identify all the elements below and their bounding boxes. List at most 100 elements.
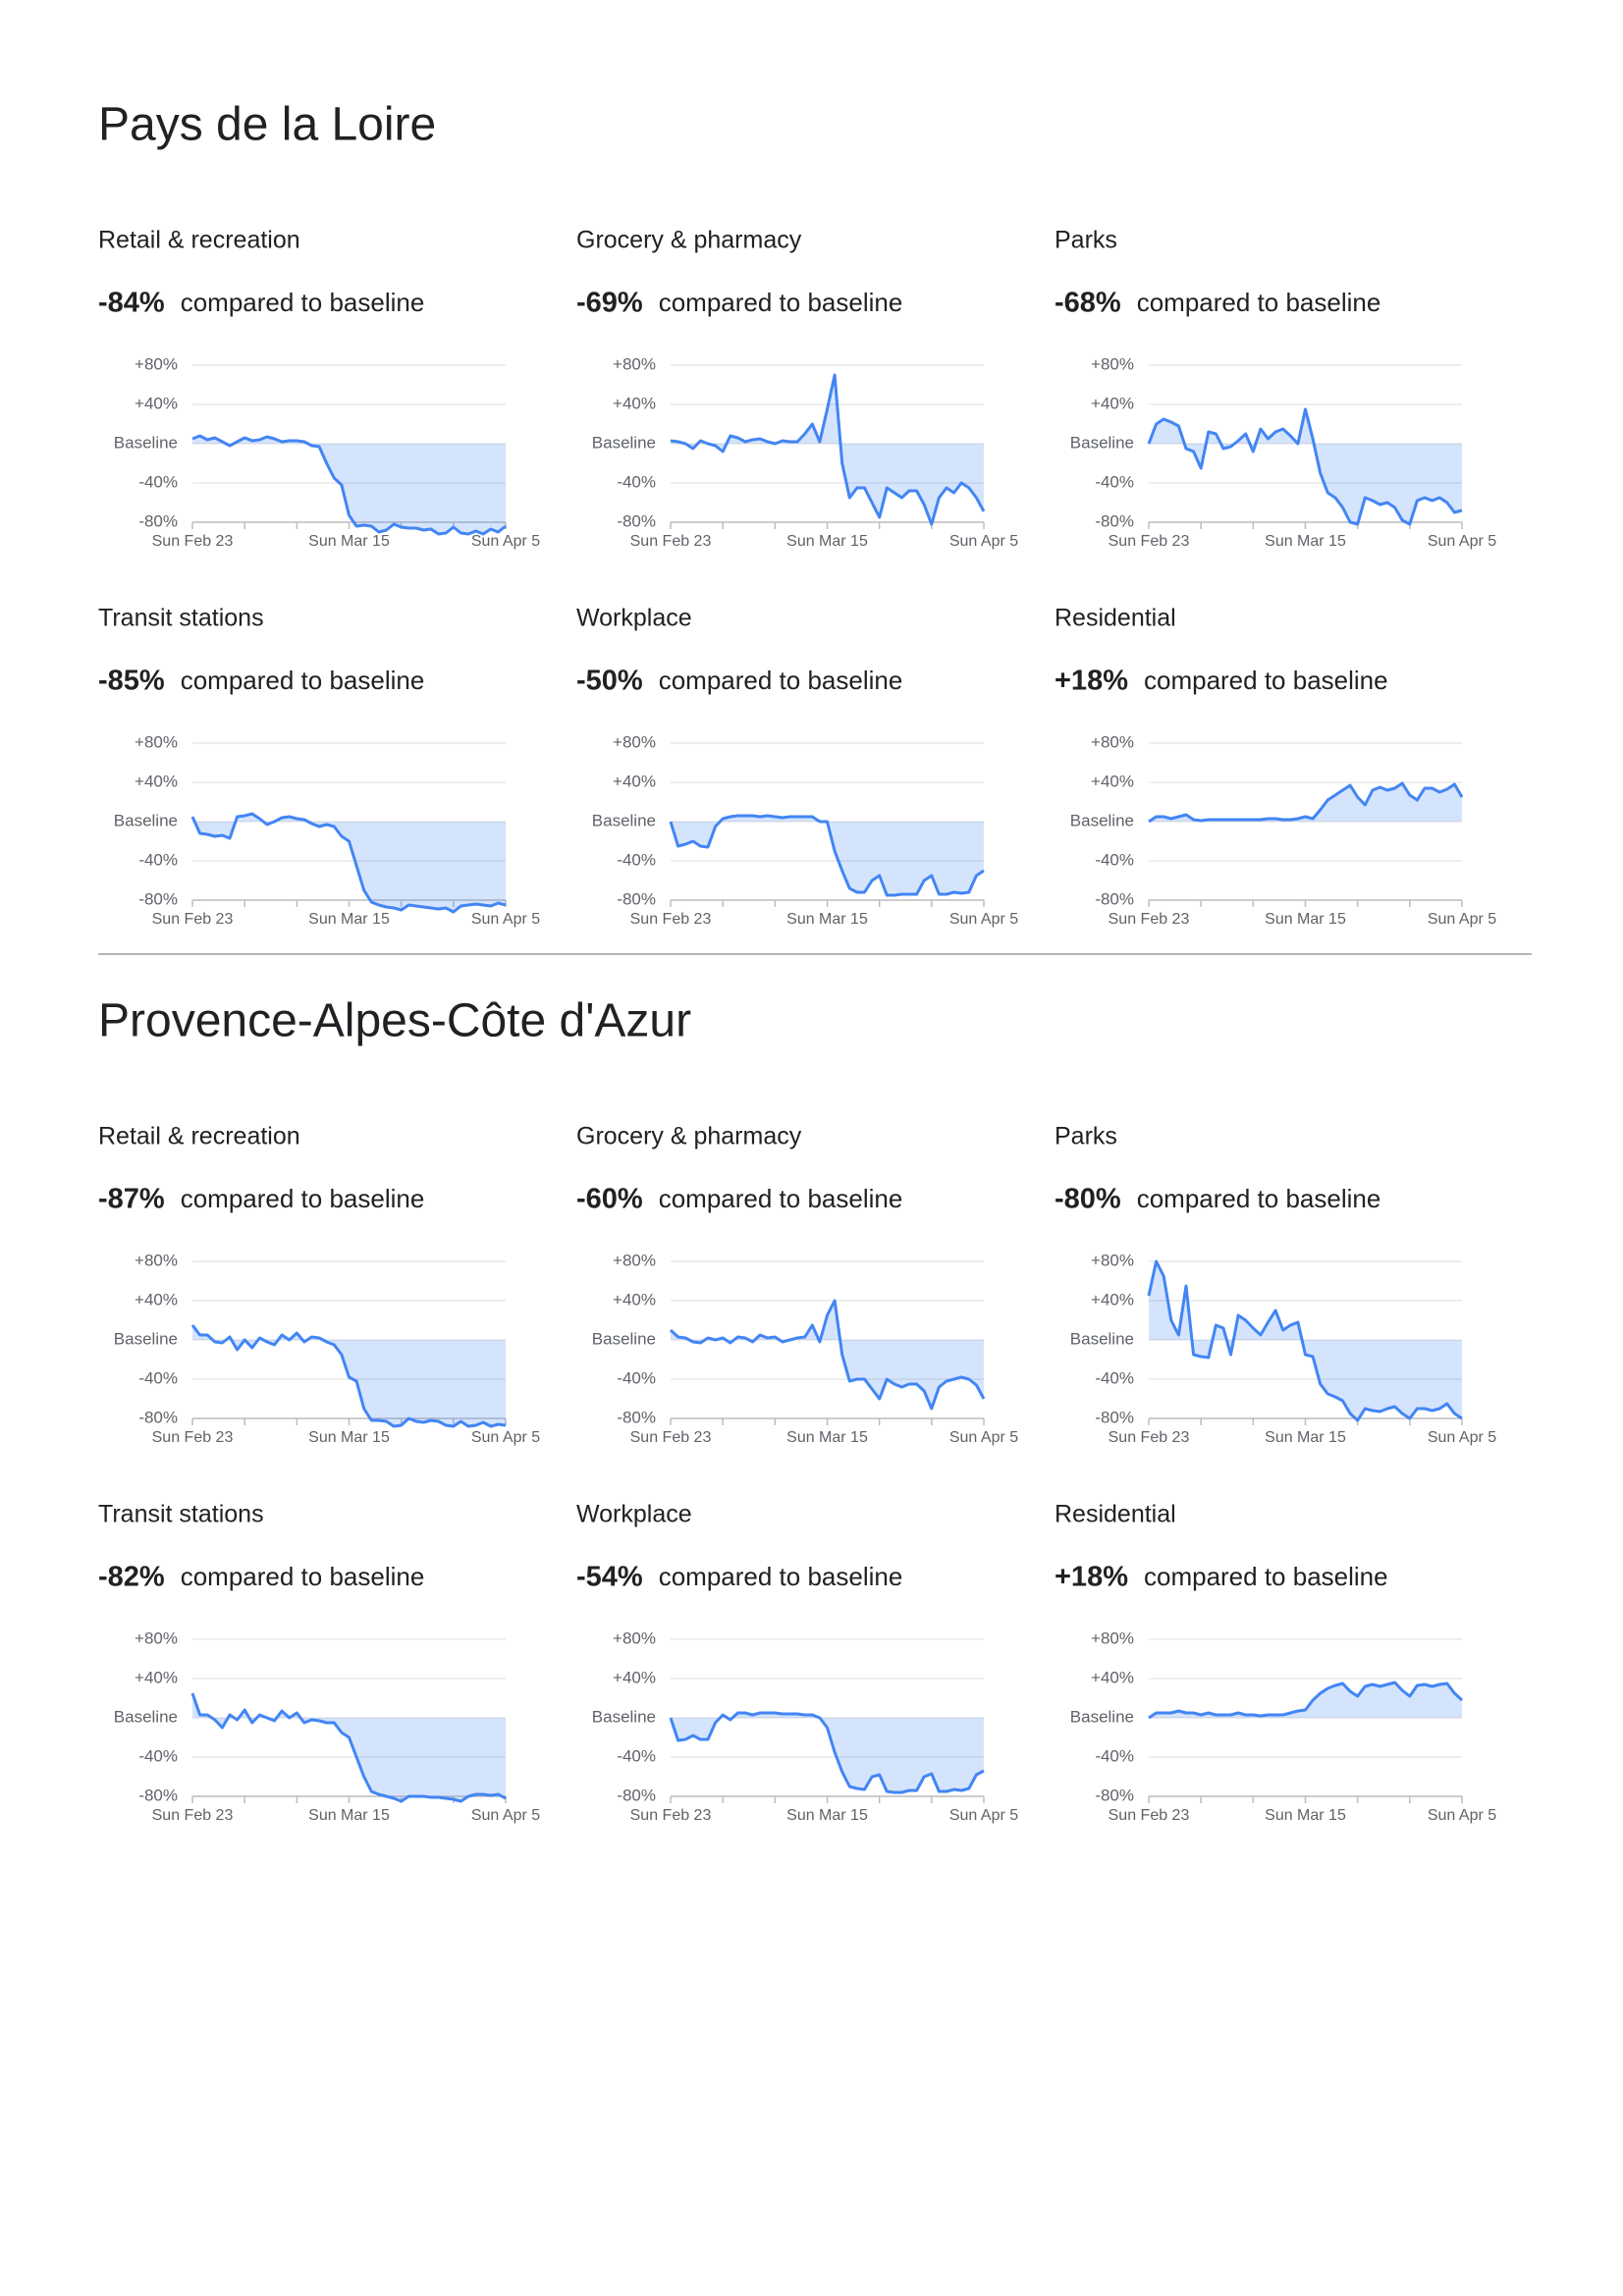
change-caption: compared to baseline: [1144, 1562, 1388, 1591]
line: [1147, 1259, 1463, 1422]
area: [1149, 783, 1462, 822]
y-tick-label: -40%: [1095, 1368, 1134, 1387]
change-caption: compared to baseline: [659, 288, 903, 317]
x-tick-label: Sun Mar 15: [786, 911, 868, 928]
y-tick-label: Baseline: [592, 811, 656, 829]
y-tick-label: +80%: [1091, 1251, 1134, 1269]
y-tick-label: -40%: [1095, 472, 1134, 491]
x-tick-label: Sun Apr 5: [471, 911, 540, 928]
x-tick-label: Sun Feb 23: [1109, 1429, 1190, 1446]
line: [669, 1711, 985, 1794]
y-tick-label: +80%: [1091, 1629, 1134, 1647]
y-tick-label: Baseline: [114, 433, 178, 452]
chart-title: Transit stations: [98, 1501, 264, 1528]
change-value: -50%: [576, 666, 643, 697]
y-tick-label: +80%: [613, 1629, 656, 1647]
y-tick-label: -40%: [617, 1746, 656, 1765]
change-value: -80%: [1055, 1184, 1121, 1215]
chart-title: Retail & recreation: [98, 1123, 300, 1150]
y-tick-label: Baseline: [592, 1329, 656, 1348]
y-tick-label: -40%: [138, 1368, 178, 1387]
area: [1149, 1261, 1462, 1420]
y-tick-label: +40%: [613, 1668, 656, 1686]
change-caption: compared to baseline: [1137, 1184, 1381, 1213]
y-tick-label: +40%: [135, 394, 178, 412]
y-tick-label: Baseline: [114, 1707, 178, 1726]
line: [669, 1299, 986, 1411]
chart-title: Grocery & pharmacy: [576, 227, 802, 254]
y-tick-label: Baseline: [1070, 1329, 1134, 1348]
x-tick-label: Sun Mar 15: [786, 1429, 868, 1446]
change-value: -87%: [98, 1184, 165, 1215]
line: [669, 814, 985, 897]
y-tick-label: -80%: [138, 511, 178, 530]
change-value: -68%: [1055, 288, 1121, 319]
x-tick-label: Sun Apr 5: [471, 1429, 540, 1446]
y-tick-label: -40%: [1095, 850, 1134, 869]
y-tick-label: -40%: [138, 850, 178, 869]
x-tick-label: Sun Feb 23: [630, 1429, 712, 1446]
x-tick-label: Sun Apr 5: [949, 1807, 1018, 1824]
area: [192, 1693, 506, 1801]
y-tick-label: -40%: [617, 850, 656, 869]
change-caption: compared to baseline: [1144, 666, 1388, 695]
change-caption: compared to baseline: [1137, 288, 1381, 317]
x-tick-label: Sun Apr 5: [471, 533, 540, 550]
y-tick-label: -80%: [617, 1786, 656, 1804]
y-tick-label: -80%: [138, 1786, 178, 1804]
change-caption: compared to baseline: [659, 666, 903, 695]
x-tick-label: Sun Feb 23: [1109, 1807, 1190, 1824]
x-tick-label: Sun Apr 5: [1428, 1429, 1496, 1446]
y-tick-label: -40%: [617, 1368, 656, 1387]
area: [1149, 1682, 1462, 1718]
y-tick-label: +40%: [135, 772, 178, 790]
x-tick-label: Sun Feb 23: [152, 1429, 234, 1446]
region-title: Pays de la Loire: [98, 99, 436, 151]
area: [1149, 409, 1462, 524]
x-tick-label: Sun Mar 15: [308, 911, 390, 928]
y-tick-label: Baseline: [114, 1329, 178, 1348]
line: [1148, 781, 1464, 824]
line: [191, 434, 507, 536]
y-tick-label: +40%: [1091, 1668, 1134, 1686]
y-tick-label: +80%: [135, 732, 178, 751]
x-tick-label: Sun Mar 15: [1265, 1429, 1346, 1446]
y-tick-label: -40%: [1095, 1746, 1134, 1765]
chart-title: Residential: [1055, 1501, 1176, 1528]
y-tick-label: -40%: [138, 472, 178, 491]
x-tick-label: Sun Mar 15: [1265, 1807, 1346, 1824]
x-tick-label: Sun Feb 23: [152, 1807, 234, 1824]
y-tick-label: -40%: [617, 472, 656, 491]
x-tick-label: Sun Apr 5: [1428, 1807, 1496, 1824]
y-tick-label: Baseline: [1070, 811, 1134, 829]
change-caption: compared to baseline: [181, 666, 425, 695]
area: [192, 436, 506, 534]
x-tick-label: Sun Mar 15: [308, 1429, 390, 1446]
chart-title: Residential: [1055, 605, 1176, 632]
y-tick-label: Baseline: [1070, 433, 1134, 452]
area: [671, 1713, 984, 1792]
x-tick-label: Sun Apr 5: [1428, 911, 1496, 928]
y-tick-label: +80%: [613, 1251, 656, 1269]
chart-title: Grocery & pharmacy: [576, 1123, 802, 1150]
y-tick-label: Baseline: [592, 433, 656, 452]
x-tick-label: Sun Apr 5: [471, 1807, 540, 1824]
line: [670, 373, 986, 526]
change-caption: compared to baseline: [181, 288, 425, 317]
x-tick-label: Sun Mar 15: [1265, 911, 1346, 928]
area: [671, 816, 984, 895]
y-tick-label: Baseline: [592, 1707, 656, 1726]
x-tick-label: Sun Mar 15: [308, 533, 390, 550]
y-tick-label: -80%: [1095, 511, 1134, 530]
x-tick-label: Sun Mar 15: [1265, 533, 1346, 550]
y-tick-label: +40%: [1091, 772, 1134, 790]
y-tick-label: -80%: [1095, 1408, 1134, 1426]
y-tick-label: +80%: [135, 354, 178, 373]
x-tick-label: Sun Apr 5: [1428, 533, 1496, 550]
area: [671, 1301, 984, 1409]
x-tick-label: Sun Feb 23: [152, 533, 234, 550]
y-tick-label: -80%: [617, 511, 656, 530]
area: [671, 375, 984, 524]
